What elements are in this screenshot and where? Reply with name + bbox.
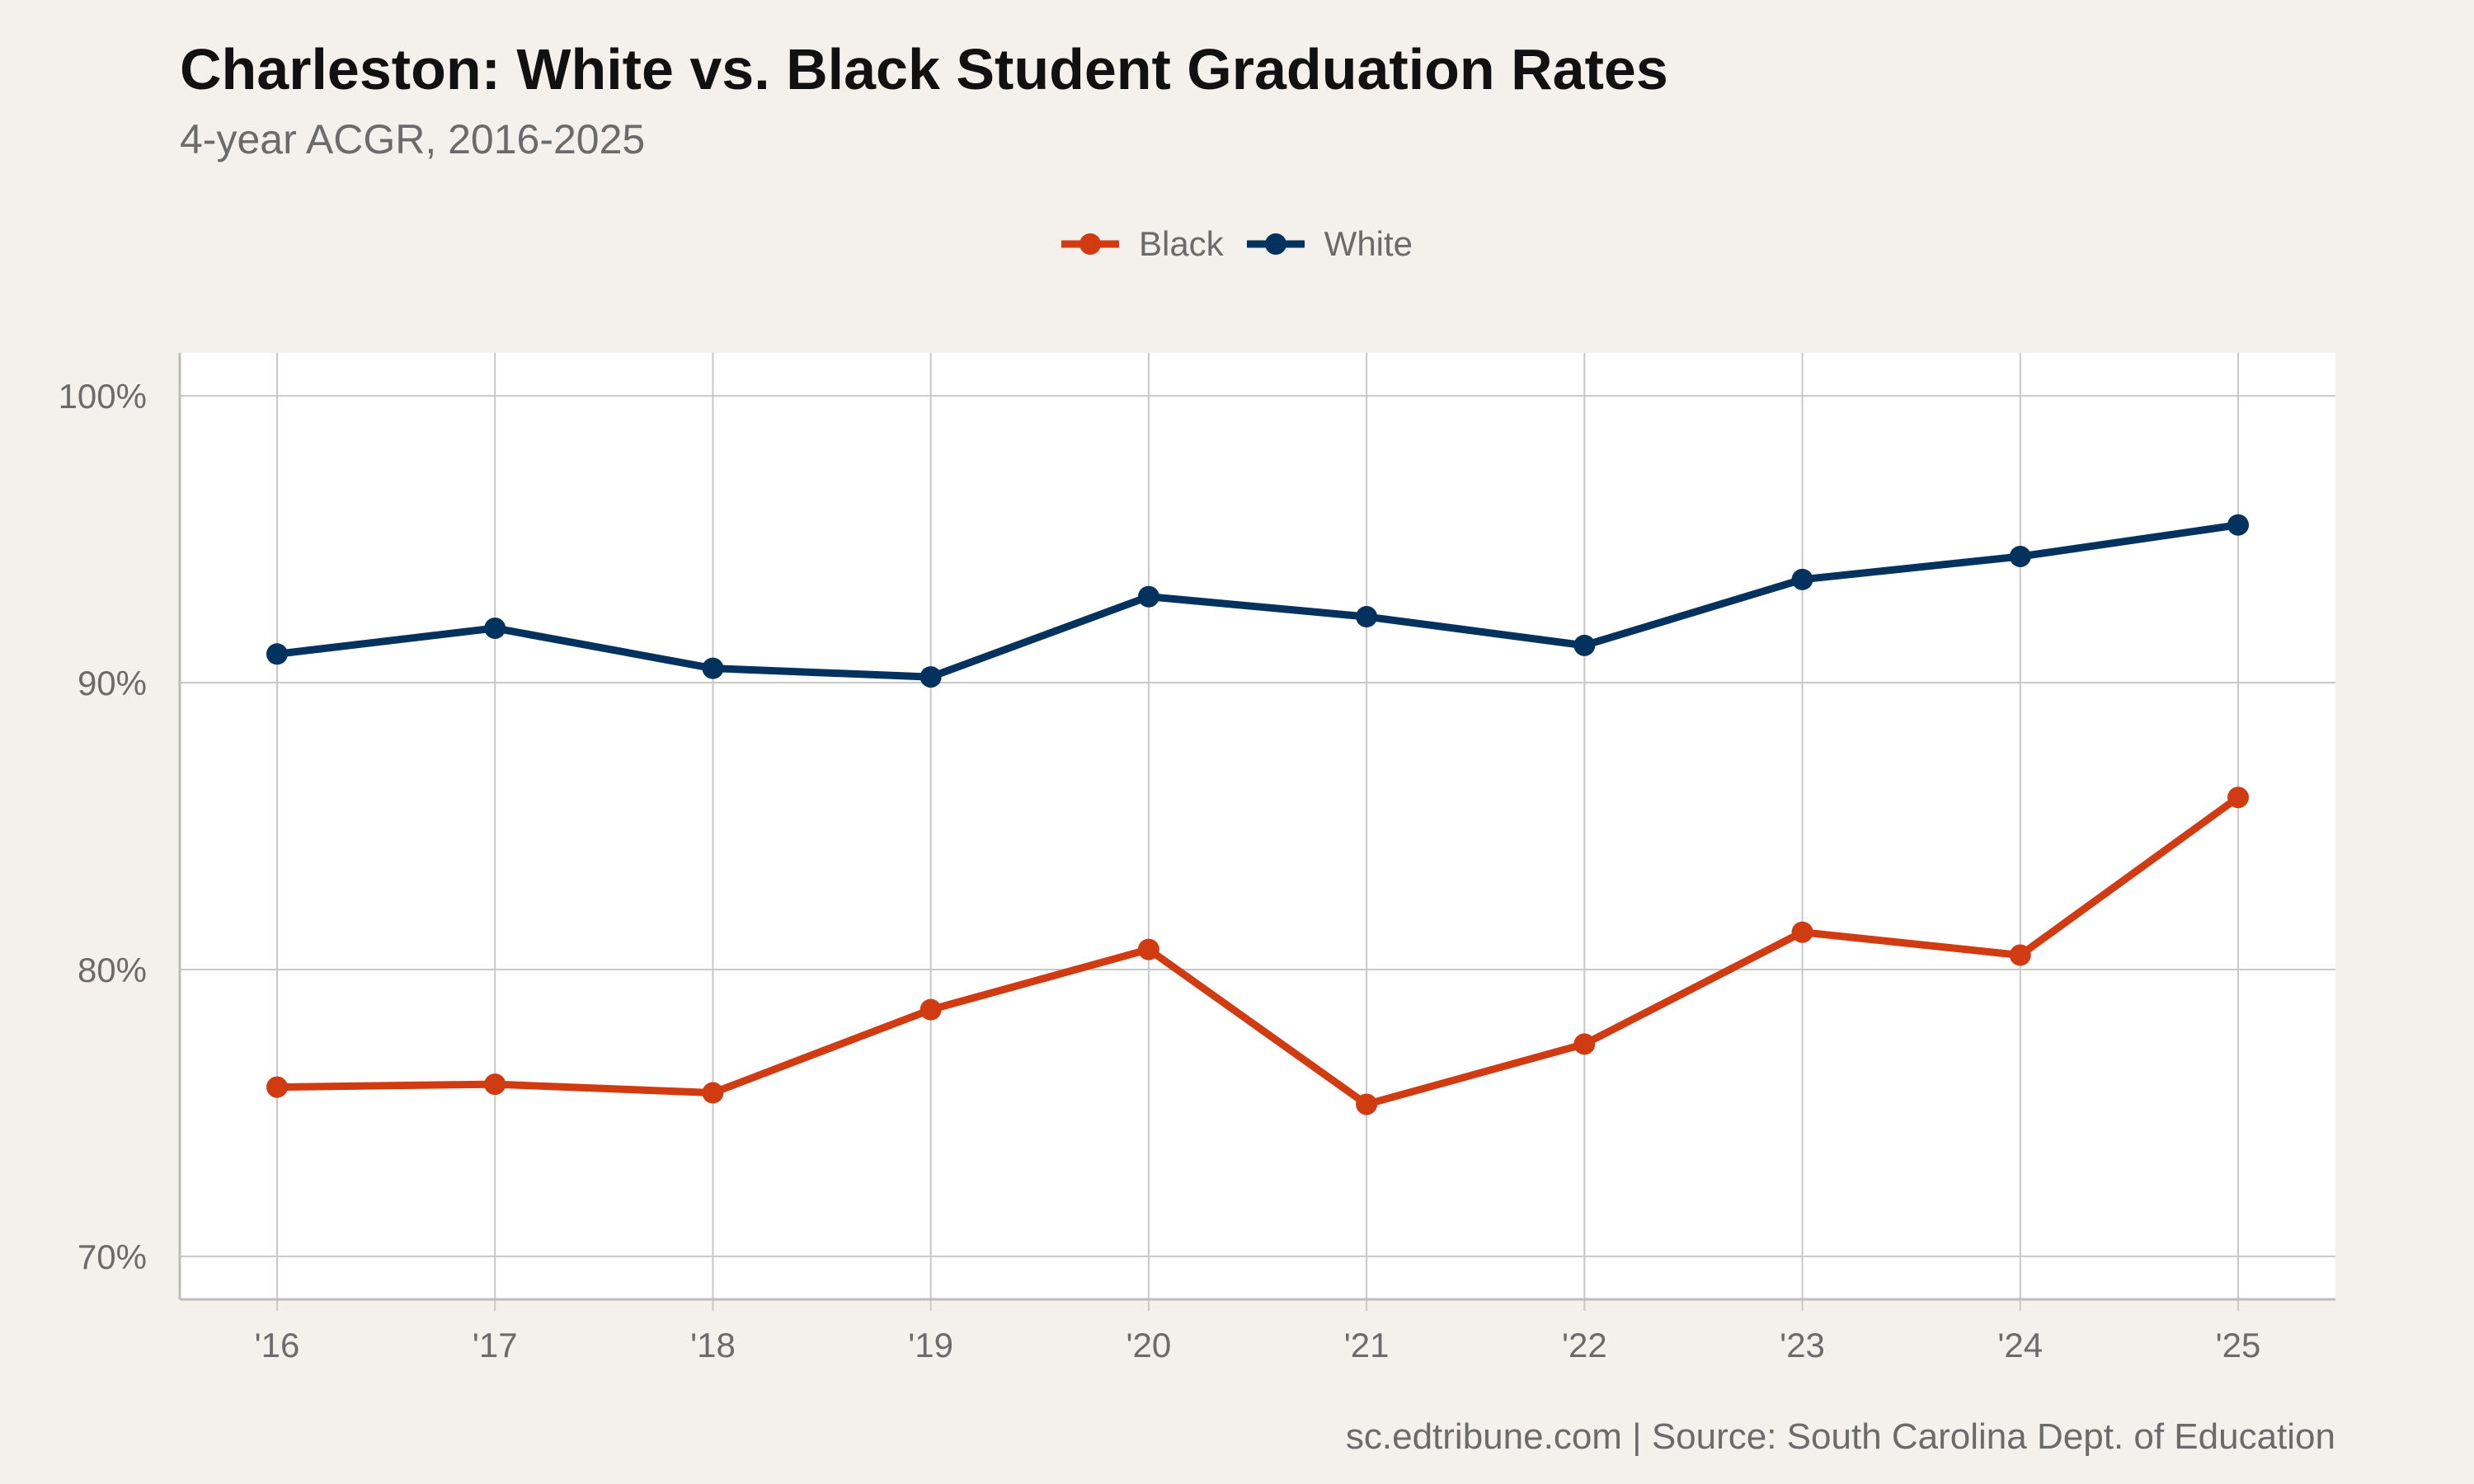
y-tick-label: 70% — [78, 1237, 147, 1276]
data-point-white — [2227, 514, 2249, 536]
data-point-white — [920, 666, 942, 688]
chart-subtitle: 4-year ACGR, 2016-2025 — [180, 116, 646, 162]
data-point-white — [2009, 545, 2031, 567]
plot-panel — [180, 353, 2335, 1299]
y-tick-label: 100% — [59, 377, 147, 416]
data-point-black — [2227, 787, 2249, 809]
chart-title: Charleston: White vs. Black Student Grad… — [180, 37, 1668, 101]
data-point-black — [1791, 921, 1813, 943]
data-point-white — [1573, 634, 1596, 656]
x-tick-label: '23 — [1780, 1326, 1825, 1364]
y-tick-label: 90% — [78, 664, 147, 702]
x-tick-label: '17 — [473, 1326, 518, 1364]
data-point-white — [1356, 606, 1378, 628]
x-tick-label: '18 — [690, 1326, 736, 1364]
data-point-white — [484, 617, 506, 639]
legend-item-black: Black — [1061, 224, 1224, 264]
legend-label-black: Black — [1138, 224, 1224, 263]
data-point-white — [1791, 568, 1813, 590]
x-tick-label: '16 — [255, 1326, 300, 1364]
y-tick-label: 80% — [78, 951, 147, 989]
x-tick-label: '21 — [1344, 1326, 1390, 1364]
data-point-black — [2009, 944, 2031, 966]
x-tick-label: '22 — [1562, 1326, 1607, 1364]
data-point-black — [702, 1082, 724, 1104]
x-tick-label: '25 — [2216, 1326, 2261, 1364]
data-point-black — [1356, 1093, 1378, 1115]
legend-key-white — [1246, 233, 1305, 255]
series-line-white — [273, 521, 2242, 681]
legend-label-white: White — [1324, 224, 1413, 263]
series-line-black — [273, 793, 2242, 1108]
data-point-black — [484, 1073, 506, 1096]
data-point-white — [266, 643, 288, 665]
data-point-black — [266, 1076, 288, 1098]
data-point-black — [1573, 1033, 1596, 1055]
x-tick-label: '19 — [908, 1326, 953, 1364]
chart-caption: sc.edtribune.com | Source: South Carolin… — [1345, 1416, 2335, 1457]
data-point-white — [1137, 585, 1159, 608]
data-point-black — [1137, 938, 1159, 960]
data-point-white — [702, 657, 724, 679]
legend-key-black — [1061, 233, 1119, 255]
x-tick-label: '24 — [1997, 1326, 2043, 1364]
x-tick-label: '20 — [1126, 1326, 1172, 1364]
legend: Black White — [0, 224, 2474, 264]
legend-item-white: White — [1246, 224, 1413, 264]
data-point-black — [920, 998, 942, 1021]
